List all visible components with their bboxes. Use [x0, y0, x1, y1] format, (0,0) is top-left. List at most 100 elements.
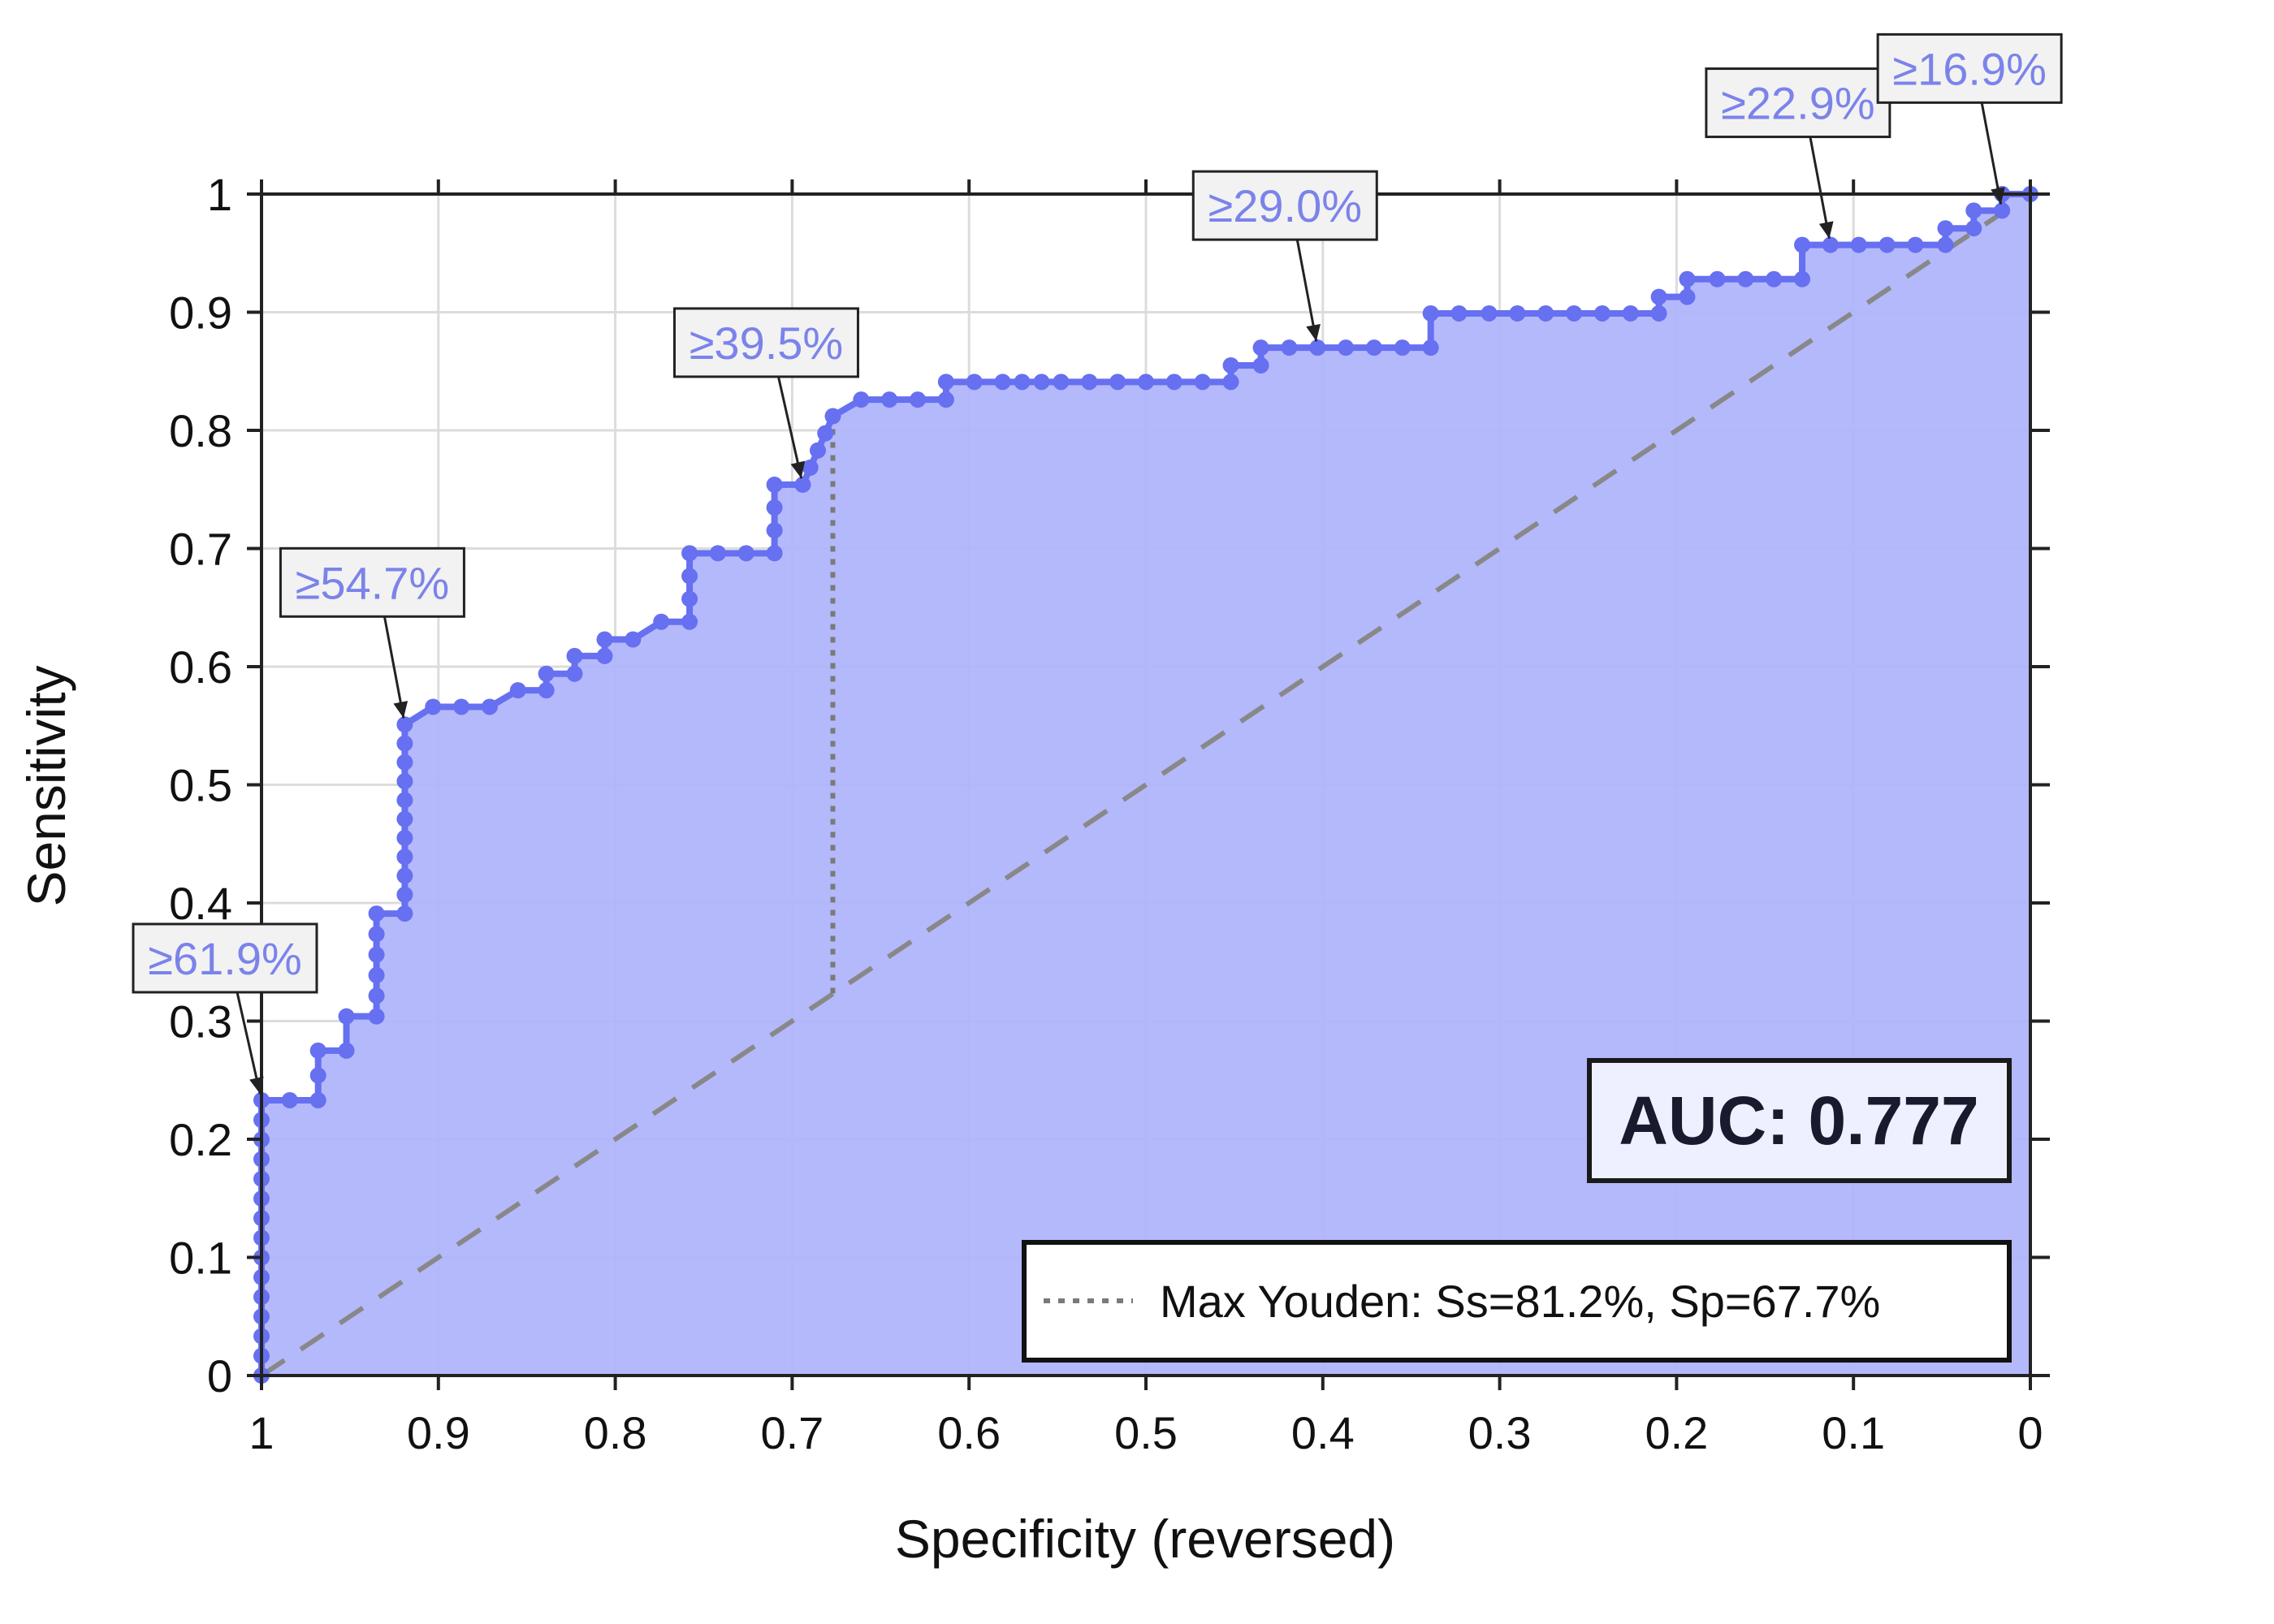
- roc-point: [966, 374, 983, 391]
- roc-point: [396, 867, 413, 884]
- roc-point: [425, 698, 442, 715]
- roc-point: [1422, 304, 1439, 322]
- roc-point: [625, 631, 642, 648]
- annotation-arrow-shaft: [1809, 136, 1831, 239]
- roc-point: [309, 1042, 326, 1059]
- annotation-arrow-head: [1991, 187, 2005, 205]
- annotation-arrow-shaft: [1980, 102, 2003, 205]
- x-tick-label: 0.6: [937, 1407, 1001, 1458]
- roc-point: [1679, 288, 1696, 305]
- roc-point: [766, 545, 783, 562]
- auc-box: AUC: 0.777: [1587, 1058, 2012, 1183]
- roc-point: [368, 905, 385, 922]
- roc-point: [1937, 236, 1954, 253]
- annotation-label: ≥16.9%: [1892, 43, 2047, 94]
- roc-point: [1033, 374, 1050, 391]
- roc-curve: [258, 191, 2030, 1376]
- roc-point: [766, 522, 783, 539]
- annotation-3: ≥39.5%: [672, 307, 859, 479]
- roc-point: [937, 391, 954, 408]
- auc-label: AUC: 0.777: [1619, 1082, 1979, 1159]
- y-tick-label: 0.5: [169, 760, 232, 811]
- roc-point: [1850, 236, 1867, 253]
- roc-point: [368, 1008, 385, 1025]
- roc-point: [1937, 220, 1954, 237]
- annotation-box: [1191, 170, 1378, 241]
- threshold-annotations: ≥61.9% ≥54.7% ≥39.5% ≥29.0% ≥22.9% ≥16.9%: [132, 32, 2063, 1095]
- roc-point: [1450, 304, 1468, 322]
- roc-point: [910, 391, 927, 408]
- annotation-label: ≥39.5%: [690, 317, 844, 369]
- roc-point: [396, 829, 413, 846]
- roc-point: [766, 499, 783, 516]
- roc-point: [1053, 374, 1070, 391]
- annotation-6: ≥16.9%: [1876, 32, 2063, 205]
- roc-point: [396, 849, 413, 866]
- annotation-label: ≥61.9%: [148, 933, 302, 984]
- roc-point: [396, 905, 413, 922]
- roc-point: [681, 613, 698, 630]
- roc-point: [1794, 236, 1811, 253]
- annotation-1: ≥61.9%: [132, 922, 318, 1095]
- roc-point: [1566, 304, 1583, 322]
- roc-point: [281, 1091, 298, 1108]
- x-tick-label: 0.8: [584, 1407, 647, 1458]
- x-tick-label: 0.7: [760, 1407, 824, 1458]
- roc-line: [258, 191, 2030, 1376]
- roc-point: [1422, 339, 1439, 356]
- roc-point: [1822, 236, 1839, 253]
- roc-point: [766, 476, 783, 493]
- roc-point: [824, 408, 841, 425]
- roc-point: [809, 442, 826, 459]
- roc-point: [368, 926, 385, 943]
- y-tick-label: 0.9: [169, 287, 232, 339]
- x-axis-title: Specificity (reversed): [895, 1509, 1395, 1569]
- roc-point: [1679, 270, 1696, 287]
- y-tick-label: 0.1: [169, 1233, 232, 1284]
- roc-point: [1593, 304, 1610, 322]
- roc-point: [1737, 270, 1754, 287]
- roc-point: [653, 613, 670, 630]
- x-tick-label: 0.2: [1645, 1407, 1708, 1458]
- roc-point: [802, 459, 819, 476]
- roc-point: [566, 647, 583, 664]
- roc-point: [453, 698, 470, 715]
- roc-point: [1965, 220, 1982, 237]
- roc-point: [396, 886, 413, 903]
- annotation-4: ≥29.0%: [1191, 170, 1378, 342]
- roc-point: [1194, 374, 1211, 391]
- roc-point: [566, 665, 583, 682]
- roc-point: [1537, 304, 1554, 322]
- roc-point: [1309, 339, 1326, 356]
- y-tick-label: 0.6: [169, 641, 232, 693]
- roc-point: [817, 425, 834, 442]
- roc-point: [368, 987, 385, 1004]
- y-tick-label: 0.3: [169, 996, 232, 1047]
- annotation-box: [279, 546, 465, 618]
- legend-frame: [1022, 1240, 2012, 1363]
- roc-point: [1081, 374, 1098, 391]
- y-tick-label: 0.4: [169, 878, 232, 929]
- reference-diagonal: [260, 192, 2032, 1378]
- roc-point: [1338, 339, 1355, 356]
- annotation-label: ≥29.0%: [1208, 180, 1363, 231]
- roc-point: [1281, 339, 1298, 356]
- annotation-arrow-head: [249, 1076, 264, 1095]
- roc-point: [881, 391, 898, 408]
- roc-point: [853, 391, 870, 408]
- roc-point: [1766, 270, 1783, 287]
- roc-point: [1138, 374, 1154, 391]
- x-tick-label: 1: [249, 1407, 274, 1458]
- y-tick-label: 1: [207, 169, 232, 220]
- roc-point: [1622, 304, 1639, 322]
- roc-point: [309, 1091, 326, 1108]
- roc-point: [1709, 270, 1726, 287]
- roc-point: [1165, 374, 1182, 391]
- roc-point: [396, 792, 413, 809]
- axis-ticks: 1 0.9 0.8 0.7 0.6 0.5 0.4 0.3 0.2 0.1 0 0 0.1 0.2 0.3 0…: [169, 169, 2050, 1458]
- roc-point: [794, 476, 811, 493]
- roc-point: [396, 773, 413, 790]
- roc-point: [509, 682, 526, 699]
- y-tick-label: 0: [207, 1350, 232, 1402]
- roc-point: [1394, 339, 1411, 356]
